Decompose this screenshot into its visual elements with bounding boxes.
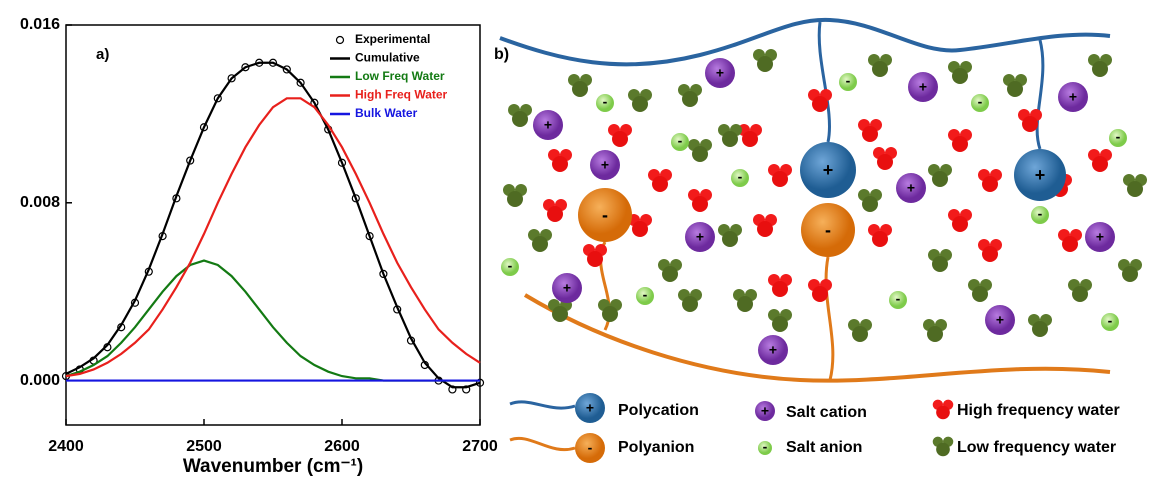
sign: - bbox=[643, 287, 648, 303]
polyanion: - bbox=[801, 203, 855, 257]
y-tick-label: 0.008 bbox=[20, 194, 60, 211]
plot-frame bbox=[66, 25, 480, 425]
legend-label: Polyanion bbox=[618, 439, 694, 456]
sign: - bbox=[508, 258, 513, 274]
legend-label: Salt cation bbox=[786, 404, 867, 421]
legend-label: Low frequency water bbox=[957, 439, 1116, 456]
sign: + bbox=[761, 403, 769, 419]
sign: - bbox=[846, 73, 851, 89]
series-line bbox=[66, 63, 480, 387]
sign: + bbox=[563, 280, 571, 296]
sign: + bbox=[601, 157, 609, 173]
sign: - bbox=[603, 94, 608, 110]
sign: - bbox=[978, 94, 983, 110]
chart: 0.000 0.008 0.016 2400 2500 2600 2700 Wavenumbe… bbox=[20, 16, 498, 477]
panel-label: b) bbox=[494, 46, 509, 63]
sign: - bbox=[1038, 206, 1043, 222]
sign: - bbox=[738, 169, 743, 185]
sign: + bbox=[716, 65, 724, 81]
y-tick-label: 0.000 bbox=[20, 372, 60, 389]
polyanion-stem bbox=[601, 242, 833, 380]
y-tick-label: 0.016 bbox=[20, 16, 60, 33]
polycation-chain bbox=[500, 20, 1110, 64]
sign: + bbox=[1035, 165, 1046, 185]
sign: + bbox=[919, 79, 927, 95]
x-tick-label: 2400 bbox=[48, 438, 84, 455]
sign: + bbox=[996, 312, 1004, 328]
polycation: + bbox=[800, 142, 856, 198]
diagram: b) + + - - + + + + + + + + + + + - - bbox=[494, 20, 1147, 463]
legend-label: Polycation bbox=[618, 402, 699, 419]
sign: + bbox=[696, 229, 704, 245]
panel-label: a) bbox=[96, 46, 109, 63]
sign: - bbox=[763, 439, 768, 455]
legend-label: High Freq Water bbox=[355, 88, 448, 102]
x-tick-label: 2500 bbox=[186, 438, 222, 455]
legend-label: Salt anion bbox=[786, 439, 862, 456]
sign: - bbox=[1116, 129, 1121, 145]
legend-label: Experimental bbox=[355, 32, 430, 46]
legend-label: Cumulative bbox=[355, 51, 420, 65]
legend-label: Bulk Water bbox=[355, 106, 418, 120]
legend-marker bbox=[337, 37, 344, 44]
series-line bbox=[66, 261, 480, 381]
sign: + bbox=[769, 342, 777, 358]
x-tick-label: 2700 bbox=[462, 438, 498, 455]
sign: + bbox=[586, 400, 594, 416]
figure: 0.000 0.008 0.016 2400 2500 2600 2700 Wavenumbe… bbox=[0, 0, 1150, 479]
sign: - bbox=[588, 440, 593, 456]
sign: - bbox=[825, 220, 831, 240]
x-axis-label: Wavenumber (cm⁻¹) bbox=[183, 456, 363, 477]
legend-label: High frequency water bbox=[957, 402, 1120, 419]
diagram-legend: + Polycation - Polyanion + Salt cation -… bbox=[510, 393, 1120, 463]
sign: + bbox=[1096, 229, 1104, 245]
sign: - bbox=[678, 133, 683, 149]
sign: + bbox=[907, 180, 915, 196]
sign: + bbox=[544, 117, 552, 133]
polycation: + bbox=[1014, 149, 1066, 201]
sign: + bbox=[1069, 89, 1077, 105]
sign: - bbox=[602, 205, 608, 225]
polyanion: - bbox=[578, 188, 632, 242]
sign: - bbox=[1108, 313, 1113, 329]
x-tick-label: 2600 bbox=[324, 438, 360, 455]
sign: + bbox=[823, 160, 834, 180]
sign: - bbox=[896, 291, 901, 307]
legend-label: Low Freq Water bbox=[355, 69, 445, 83]
